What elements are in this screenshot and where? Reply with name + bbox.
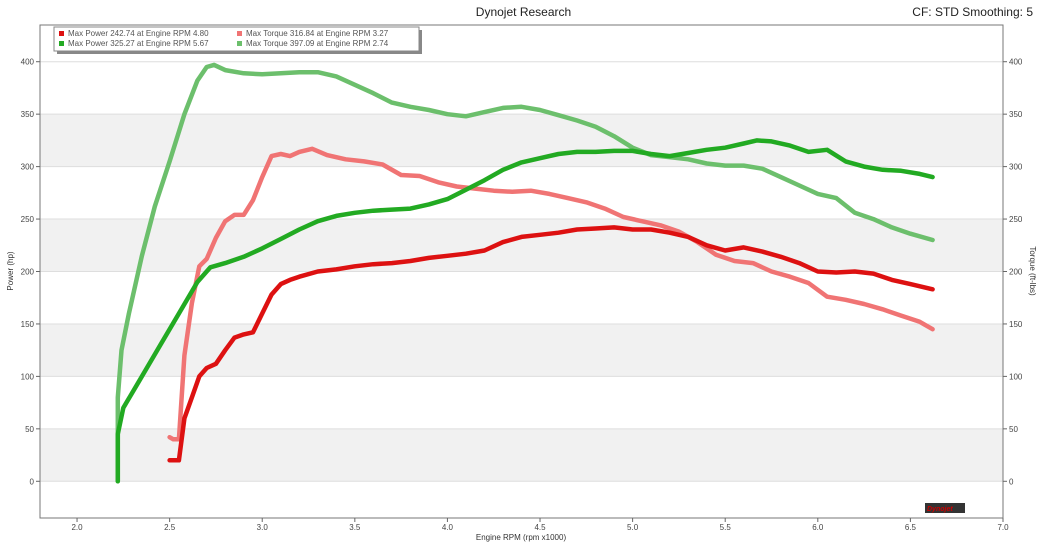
plot-band <box>40 323 1003 377</box>
x-tick-label: 3.5 <box>349 523 361 532</box>
y-tick-label: 150 <box>21 320 35 329</box>
legend-swatch <box>237 31 242 36</box>
x-tick-label: 4.5 <box>534 523 546 532</box>
y-tick-label-right: 200 <box>1009 268 1023 277</box>
y-tick-label-right: 50 <box>1009 425 1018 434</box>
legend-entry: Max Torque 316.84 at Engine RPM 3.27 <box>246 29 389 38</box>
series-line-0 <box>115 62 935 484</box>
y-tick-label: 200 <box>21 268 35 277</box>
x-tick-label: 2.5 <box>164 523 176 532</box>
legend-swatch <box>59 31 64 36</box>
series-lines <box>115 62 935 484</box>
x-tick-label: 5.0 <box>627 523 639 532</box>
y-tick-label: 350 <box>21 110 35 119</box>
legend-entry: Max Power 242.74 at Engine RPM 4.80 <box>68 29 209 38</box>
legend-box <box>53 26 420 52</box>
y-tick-label: 50 <box>25 425 34 434</box>
y-tick-label: 0 <box>30 477 35 486</box>
y-tick-label-right: 150 <box>1009 320 1023 329</box>
legend-swatch <box>237 41 242 46</box>
legend-entry: Max Torque 397.09 at Engine RPM 2.74 <box>246 39 389 48</box>
y-tick-label: 400 <box>21 58 35 67</box>
legend-swatch <box>59 41 64 46</box>
x-axis-label: Engine RPM (rpm x1000) <box>476 533 567 542</box>
legend-entry: Max Power 325.27 at Engine RPM 5.67 <box>68 39 209 48</box>
logo-text: Dynojet <box>927 506 953 513</box>
dynojet-logo: Dynojet <box>925 503 965 513</box>
y-tick-label-right: 350 <box>1009 110 1023 119</box>
x-tick-label: 6.0 <box>812 523 824 532</box>
y-axis-label-left: Power (hp) <box>6 251 15 290</box>
y-tick-label: 250 <box>21 215 35 224</box>
y-tick-label-right: 100 <box>1009 372 1023 381</box>
x-tick-label: 5.5 <box>720 523 732 532</box>
correction-factor-info: CF: STD Smoothing: 5 <box>912 5 1033 19</box>
y-tick-label: 300 <box>21 163 35 172</box>
plot-band <box>40 114 1003 167</box>
y-tick-label: 100 <box>21 372 35 381</box>
y-tick-label-right: 0 <box>1009 477 1014 486</box>
y-tick-label-right: 250 <box>1009 215 1023 224</box>
series-line-3 <box>167 225 935 463</box>
y-tick-label-right: 300 <box>1009 163 1023 172</box>
x-tick-label: 4.0 <box>442 523 454 532</box>
y-axis-label-right: Torque (ft-lbs) <box>1028 246 1037 296</box>
x-tick-label: 2.0 <box>71 523 83 532</box>
series-line-1 <box>115 138 935 484</box>
y-tick-label-right: 400 <box>1009 58 1023 67</box>
axis-ticks: 0 0 50 50 100 100 150 150 200 200 250 250 300 300 350 3… <box>21 58 1023 532</box>
x-tick-label: 7.0 <box>997 523 1009 532</box>
plot-band <box>40 428 1003 482</box>
x-tick-label: 3.0 <box>257 523 269 532</box>
x-tick-label: 6.5 <box>905 523 917 532</box>
plot-band <box>40 219 1003 272</box>
chart-title: Dynojet Research <box>475 5 572 19</box>
